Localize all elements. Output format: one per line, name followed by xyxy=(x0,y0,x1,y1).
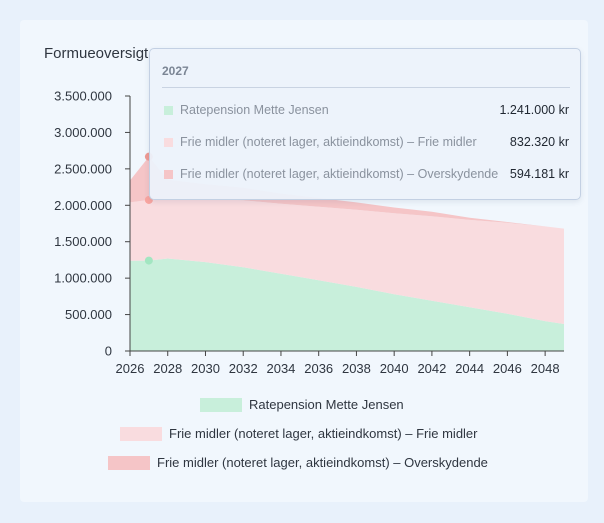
tooltip-swatch xyxy=(164,170,173,179)
legend-item-frie-midler[interactable]: Frie midler (noteret lager, aktieindkoms… xyxy=(120,426,478,441)
y-tick-label: 3.500.000 xyxy=(54,89,112,104)
tooltip-year: 2027 xyxy=(162,64,189,78)
x-tick-label: 2026 xyxy=(116,361,145,376)
y-tick-label: 1.000.000 xyxy=(54,271,112,286)
y-tick-label: 500.000 xyxy=(65,307,112,322)
x-tick-label: 2030 xyxy=(191,361,220,376)
tooltip-row: Ratepension Mette Jensen 1.241.000 kr xyxy=(162,102,569,120)
legend-swatch xyxy=(120,426,162,441)
axes: 3.500.000 3.000.000 2.500.000 2.000.000 1.50… xyxy=(54,89,564,376)
y-tick-label: 2.500.000 xyxy=(54,161,112,176)
x-tick-label: 2046 xyxy=(493,361,522,376)
area-series-1 xyxy=(130,198,564,324)
tooltip-series-value: 594.181 kr xyxy=(509,167,569,181)
tooltip-series-name: Frie midler (noteret lager, aktieindkoms… xyxy=(180,135,477,149)
x-tick-label: 2040 xyxy=(380,361,409,376)
x-tick-label: 2032 xyxy=(229,361,258,376)
tooltip-swatch xyxy=(164,106,173,115)
y-tick-label: 0 xyxy=(105,344,112,359)
tooltip-row: Frie midler (noteret lager, aktieindkoms… xyxy=(162,134,569,152)
x-tick-label: 2034 xyxy=(266,361,295,376)
chart-title: Formueoversigt xyxy=(44,45,149,62)
tooltip-divider xyxy=(162,87,570,88)
legend-item-ratepension[interactable]: Ratepension Mette Jensen xyxy=(200,397,404,412)
chart-tooltip: 2027 Ratepension Mette Jensen 1.241.000 … xyxy=(149,48,581,200)
tooltip-swatch xyxy=(164,138,173,147)
x-tick-label: 2044 xyxy=(455,361,484,376)
x-tick-label: 2048 xyxy=(531,361,560,376)
legend-swatch xyxy=(108,455,150,470)
y-tick-label: 3.000.000 xyxy=(54,125,112,140)
tooltip-series-name: Frie midler (noteret lager, aktieindkoms… xyxy=(180,167,499,181)
tooltip-series-name: Ratepension Mette Jensen xyxy=(180,103,329,117)
tooltip-series-value: 832.320 kr xyxy=(509,135,569,149)
x-tick-label: 2042 xyxy=(417,361,446,376)
x-tick-label: 2028 xyxy=(153,361,182,376)
legend-swatch xyxy=(200,397,242,412)
x-tick-label: 2038 xyxy=(342,361,371,376)
x-tick-label: 2036 xyxy=(304,361,333,376)
legend-label: Frie midler (noteret lager, aktieindkoms… xyxy=(169,426,478,441)
y-tick-label: 2.000.000 xyxy=(54,198,112,213)
highlight-point-0 xyxy=(144,256,153,265)
tooltip-row: Frie midler (noteret lager, aktieindkoms… xyxy=(162,166,569,184)
legend-label: Ratepension Mette Jensen xyxy=(249,397,404,412)
y-tick-label: 1.500.000 xyxy=(54,234,112,249)
area-series-0 xyxy=(130,258,564,351)
legend-label: Frie midler (noteret lager, aktieindkoms… xyxy=(157,455,488,470)
legend-item-overskydende[interactable]: Frie midler (noteret lager, aktieindkoms… xyxy=(108,455,488,470)
tooltip-series-value: 1.241.000 kr xyxy=(499,103,570,117)
